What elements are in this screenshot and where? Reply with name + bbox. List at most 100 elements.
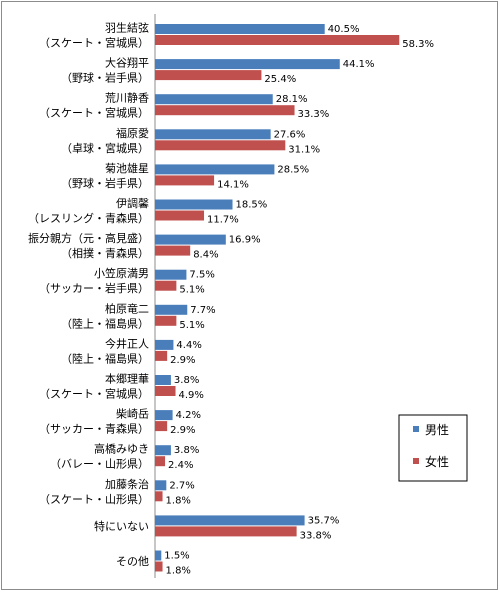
bar-male-9	[155, 339, 174, 350]
bar-female-1	[155, 70, 262, 81]
bar-female-15	[155, 561, 163, 572]
bar-female-13	[155, 491, 163, 502]
value-label-female-2: 33.3%	[298, 109, 330, 120]
bar-female-7	[155, 280, 177, 291]
value-label-male-9: 4.4%	[176, 340, 201, 351]
category-label-12-0: 高橋みゆき	[94, 442, 149, 456]
value-label-female-13: 1.8%	[166, 495, 191, 506]
value-label-male-15: 1.5%	[164, 551, 189, 562]
bar-male-0	[155, 24, 325, 34]
category-label-9-0: 今井正人	[105, 336, 149, 350]
bar-male-14	[155, 515, 305, 526]
legend-swatch-male	[413, 426, 419, 432]
value-label-male-8: 7.7%	[190, 305, 215, 316]
bar-male-4	[155, 164, 275, 175]
legend-label-female: 女性	[425, 454, 449, 469]
bar-female-9	[155, 350, 168, 361]
bar-male-7	[155, 269, 187, 280]
bar-male-10	[155, 375, 171, 385]
category-label-6-1: （相撲・青森県）	[61, 246, 149, 260]
value-labels: 40.5% 58.3% 44.1% 25.4% 28.1% 33.3% 27.6% 31.1%…	[164, 24, 434, 577]
bar-male-5	[155, 199, 233, 210]
bar-female-5	[155, 210, 205, 221]
category-label-7-1: （サッカー・岩手県）	[39, 281, 149, 295]
legend-swatch-female	[413, 458, 419, 464]
value-label-female-10: 4.9%	[179, 390, 204, 401]
value-label-male-12: 3.8%	[174, 445, 199, 456]
bar-male-1	[155, 59, 340, 70]
value-label-female-6: 8.4%	[193, 250, 218, 261]
value-label-female-7: 5.1%	[179, 285, 204, 296]
value-label-male-0: 40.5%	[328, 24, 360, 35]
bar-male-6	[155, 234, 226, 245]
value-label-male-13: 2.7%	[169, 480, 194, 491]
category-label-13-1: （スケート・山形県）	[39, 493, 149, 506]
bar-female-14	[155, 526, 297, 537]
bar-male-11	[155, 410, 173, 421]
value-label-male-10: 3.8%	[174, 375, 199, 386]
bar-female-0	[155, 35, 400, 45]
value-label-female-3: 31.1%	[288, 144, 320, 155]
value-label-male-1: 44.1%	[343, 59, 375, 70]
category-label-7-0: 小笠原満男	[94, 266, 149, 280]
value-label-female-14: 33.8%	[300, 530, 332, 541]
bars	[155, 24, 400, 572]
bar-female-3	[155, 140, 286, 151]
value-label-male-5: 18.5%	[236, 200, 268, 211]
bar-female-10	[155, 386, 176, 396]
category-label-4-0: 菊池雄星	[105, 161, 149, 175]
category-label-10-1: （スケート・宮城県）	[39, 387, 149, 401]
legend-box	[398, 414, 468, 482]
value-label-female-1: 25.4%	[264, 74, 296, 85]
value-label-male-7: 7.5%	[189, 270, 214, 281]
bar-female-11	[155, 421, 168, 432]
category-label-1-0: 大谷翔平	[105, 56, 149, 70]
value-label-male-14: 35.7%	[308, 515, 340, 526]
category-label-11-0: 柴崎岳	[116, 407, 149, 421]
value-label-male-6: 16.9%	[229, 235, 261, 246]
value-label-male-4: 28.5%	[277, 164, 309, 175]
category-label-15-0: その他	[116, 555, 149, 568]
category-label-2-0: 荒川静香	[105, 91, 149, 105]
value-label-female-0: 58.3%	[402, 39, 434, 50]
category-label-0-0: 羽生結弦	[105, 21, 149, 35]
category-label-3-1: （卓球・宮城県）	[61, 141, 149, 155]
bar-male-3	[155, 129, 271, 140]
bar-male-8	[155, 304, 188, 315]
bar-female-12	[155, 456, 166, 467]
value-label-male-2: 28.1%	[276, 94, 308, 105]
category-label-8-1: （陸上・福島県）	[61, 316, 149, 330]
value-label-male-11: 4.2%	[176, 410, 201, 421]
value-label-female-15: 1.8%	[166, 566, 191, 577]
value-label-female-8: 5.1%	[179, 320, 204, 331]
category-label-1-1: （野球・岩手県）	[61, 71, 149, 85]
category-label-2-1: （スケート・宮城県）	[39, 106, 149, 120]
bar-female-6	[155, 245, 191, 256]
category-label-5-0: 伊調馨	[116, 196, 149, 210]
category-label-6-0: 振分親方（元・高見盛）	[28, 231, 149, 245]
bar-female-8	[155, 315, 177, 326]
category-label-11-1: （サッカー・青森県）	[39, 422, 149, 436]
bar-female-4	[155, 175, 215, 186]
category-label-10-0: 本郷理華	[105, 372, 149, 386]
bar-male-2	[155, 94, 273, 105]
category-labels: 羽生結弦（スケート・宮城県）大谷翔平（野球・岩手県）荒川静香（スケート・宮城県）…	[28, 21, 149, 569]
category-label-9-1: （陸上・福島県）	[61, 351, 149, 365]
value-label-female-11: 2.9%	[170, 425, 195, 436]
category-label-5-1: （レスリング・青森県）	[28, 211, 149, 225]
legend: 男性 女性	[398, 414, 468, 482]
value-label-female-9: 2.9%	[170, 355, 195, 366]
bar-female-2	[155, 105, 295, 116]
category-label-4-1: （野球・岩手県）	[61, 176, 149, 190]
category-label-3-0: 福原愛	[116, 126, 149, 140]
category-label-13-0: 加藤条治	[105, 477, 149, 491]
bar-male-12	[155, 445, 171, 456]
category-label-12-1: （バレー・山形県）	[50, 458, 149, 471]
category-label-0-1: （スケート・宮城県）	[39, 36, 149, 50]
value-label-female-4: 14.1%	[217, 179, 249, 190]
category-label-8-0: 柏原竜二	[105, 301, 149, 315]
value-label-female-5: 11.7%	[207, 215, 239, 226]
value-label-male-3: 27.6%	[274, 129, 306, 140]
